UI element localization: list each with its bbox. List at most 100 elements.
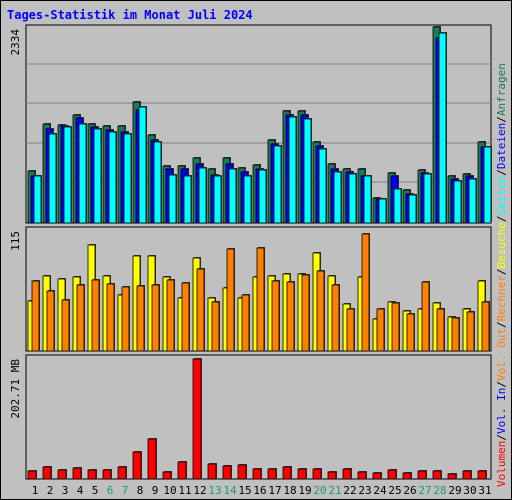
x-tick-label-21: 21 <box>328 484 341 497</box>
bar-volumen-day-28 <box>432 470 442 480</box>
bar-volumen-day-20 <box>312 468 322 480</box>
bar-rechner-day-1 <box>31 280 40 352</box>
x-tick-label-16: 16 <box>253 484 266 497</box>
bar-rechner-day-25 <box>391 302 400 352</box>
bar-volumen-day-4 <box>72 467 82 480</box>
bar-rechner-day-19 <box>301 274 310 352</box>
bar-rechner-day-13 <box>211 301 220 352</box>
bar-dateien-day-27 <box>423 173 432 224</box>
bar-volumen-day-22 <box>342 468 352 480</box>
bar-dateien-day-3 <box>63 126 72 224</box>
bar-rechner-day-26 <box>406 313 415 352</box>
bar-rechner-day-22 <box>346 308 355 352</box>
bar-volumen-day-11 <box>177 461 187 480</box>
bar-rechner-day-5 <box>91 279 100 352</box>
bar-rechner-day-15 <box>241 294 250 352</box>
bar-volumen-day-5 <box>87 469 97 480</box>
legend-entry: / <box>495 434 508 441</box>
x-tick-label-13: 13 <box>208 484 221 497</box>
y-max-label: 2334 <box>9 29 22 56</box>
x-tick-label-18: 18 <box>283 484 296 497</box>
x-tick-label-29: 29 <box>448 484 461 497</box>
legend-entry: Besuche <box>495 222 508 268</box>
bar-volumen-day-21 <box>327 471 337 480</box>
bar-dateien-day-7 <box>123 133 132 224</box>
x-tick-label-3: 3 <box>62 484 69 497</box>
legend: Volumen/Vol. In/Vol. Out/Rechner/Besuche… <box>495 63 508 487</box>
legend-entry: Anfragen <box>495 63 508 116</box>
bar-volumen-day-16 <box>252 468 262 480</box>
bar-rechner-day-10 <box>166 279 175 352</box>
bar-volumen-day-31 <box>477 470 487 480</box>
panel-bottom <box>25 354 492 480</box>
bar-rechner-day-21 <box>331 284 340 352</box>
bar-rechner-day-27 <box>421 281 430 352</box>
bar-dateien-day-14 <box>228 168 237 224</box>
bar-rechner-day-28 <box>436 308 445 352</box>
bar-rechner-day-11 <box>181 282 190 352</box>
bar-rechner-day-17 <box>271 280 280 352</box>
x-tick-label-24: 24 <box>373 484 387 497</box>
bar-dateien-day-6 <box>108 131 117 224</box>
bar-volumen-day-7 <box>117 466 127 480</box>
bar-volumen-day-25 <box>387 469 397 480</box>
bar-volumen-day-26 <box>402 472 412 480</box>
legend-entry: / <box>495 215 508 222</box>
bar-volumen-day-3 <box>57 469 67 480</box>
bar-dateien-day-10 <box>168 174 177 224</box>
bar-dateien-day-1 <box>33 175 42 224</box>
legend-entry: Seiten <box>495 176 508 216</box>
bar-volumen-day-2 <box>42 466 52 480</box>
bar-dateien-day-5 <box>93 128 102 224</box>
x-tick-label-22: 22 <box>343 484 356 497</box>
legend-entry: / <box>495 321 508 328</box>
legend-entry: Volumen <box>495 441 508 487</box>
bar-dateien-day-20 <box>318 148 327 224</box>
x-tick-label-12: 12 <box>193 484 206 497</box>
x-tick-label-25: 25 <box>388 484 401 497</box>
bar-rechner-day-7 <box>121 286 130 352</box>
x-tick-label-31: 31 <box>478 484 491 497</box>
bar-dateien-day-11 <box>183 175 192 224</box>
bar-rechner-day-18 <box>286 281 295 352</box>
bar-dateien-day-31 <box>483 146 492 224</box>
x-tick-label-6: 6 <box>107 484 114 497</box>
legend-entry: Dateien <box>495 123 508 169</box>
x-tick-label-1: 1 <box>32 484 39 497</box>
x-tick-label-11: 11 <box>178 484 191 497</box>
bar-volumen-day-9 <box>147 438 157 480</box>
legend-entry: / <box>495 116 508 123</box>
bar-dateien-day-26 <box>408 194 417 224</box>
bar-rechner-day-6 <box>106 283 115 352</box>
x-tick-label-23: 23 <box>358 484 371 497</box>
bar-dateien-day-18 <box>288 116 297 224</box>
bar-volumen-day-15 <box>237 464 247 480</box>
bar-rechner-day-9 <box>151 284 160 352</box>
x-tick-label-9: 9 <box>152 484 159 497</box>
x-tick-label-19: 19 <box>298 484 311 497</box>
x-tick-label-5: 5 <box>92 484 99 497</box>
bar-rechner-day-16 <box>256 247 265 352</box>
bar-dateien-day-19 <box>303 118 312 224</box>
bar-rechner-day-31 <box>481 301 490 352</box>
bar-rechner-day-2 <box>46 290 55 352</box>
bar-volumen-day-19 <box>297 468 307 480</box>
bar-dateien-day-4 <box>78 123 87 224</box>
legend-entry: / <box>495 381 508 388</box>
bar-rechner-day-20 <box>316 270 325 352</box>
x-tick-label-30: 30 <box>463 484 476 497</box>
x-tick-label-8: 8 <box>137 484 144 497</box>
bar-volumen-day-17 <box>267 468 277 480</box>
legend-entry: Rechner <box>495 275 508 322</box>
bar-dateien-day-30 <box>468 178 477 224</box>
x-tick-label-15: 15 <box>238 484 251 497</box>
legend-entry: Vol. In <box>495 388 508 434</box>
bar-rechner-day-30 <box>466 311 475 352</box>
bar-volumen-day-12 <box>192 358 202 480</box>
bar-rechner-day-4 <box>76 284 85 352</box>
x-tick-label-10: 10 <box>163 484 176 497</box>
bar-dateien-day-24 <box>378 198 387 224</box>
bar-dateien-day-23 <box>363 175 372 224</box>
